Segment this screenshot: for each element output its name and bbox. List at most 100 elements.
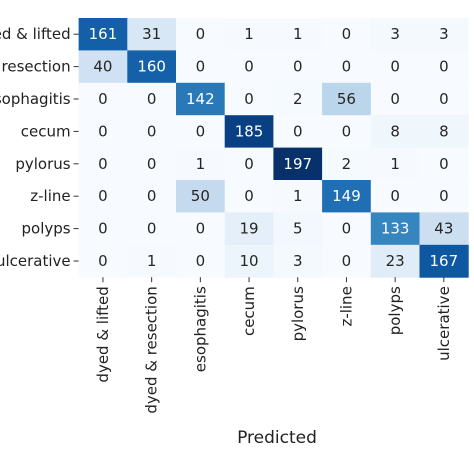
cell-label: 167 bbox=[430, 252, 459, 270]
heatmap-cell bbox=[176, 18, 226, 51]
heatmap-cell bbox=[370, 50, 420, 84]
heatmap-cell bbox=[273, 212, 323, 246]
heatmap-cell bbox=[370, 180, 420, 213]
heatmap-cell bbox=[127, 212, 177, 246]
cell-label: 0 bbox=[244, 58, 254, 76]
heatmap-cell bbox=[273, 82, 323, 116]
heatmap-cell bbox=[176, 147, 226, 181]
cell-label: 0 bbox=[293, 122, 303, 140]
heatmap-cell bbox=[224, 18, 274, 51]
heatmap-cell bbox=[273, 115, 323, 149]
cell-label: 0 bbox=[390, 58, 400, 76]
cell-label: 0 bbox=[390, 187, 400, 205]
cell-label: 43 bbox=[434, 220, 453, 238]
x-tick-label: esophagitis bbox=[191, 286, 209, 372]
heatmap-cell bbox=[322, 82, 372, 116]
cell-label: 0 bbox=[147, 155, 157, 173]
cell-label: 1 bbox=[147, 252, 157, 270]
x-tick-label: cecum bbox=[240, 286, 258, 336]
cell-label: 0 bbox=[147, 90, 157, 108]
cell-label: 0 bbox=[244, 90, 254, 108]
cell-label: 161 bbox=[89, 25, 118, 43]
cell-label: 0 bbox=[439, 90, 449, 108]
y-tick-label: polyps bbox=[22, 220, 71, 238]
cell-label: 23 bbox=[386, 252, 405, 270]
cell-label: 56 bbox=[337, 90, 356, 108]
heatmap-cell bbox=[78, 180, 128, 213]
cell-label: 133 bbox=[381, 220, 410, 238]
heatmap-cell bbox=[78, 147, 128, 181]
heatmap-cell bbox=[322, 244, 372, 278]
cell-label: 8 bbox=[390, 122, 400, 140]
cell-label: 2 bbox=[293, 90, 303, 108]
heatmap-cell bbox=[127, 18, 177, 51]
heatmap-cell bbox=[78, 115, 128, 149]
y-tick-label: z-line bbox=[30, 187, 70, 205]
cell-label: 0 bbox=[293, 58, 303, 76]
cell-label: 50 bbox=[191, 187, 210, 205]
cell-label: 185 bbox=[235, 122, 264, 140]
heatmap-cell bbox=[419, 18, 469, 51]
cell-label: 1 bbox=[196, 155, 206, 173]
heatmap-cell bbox=[273, 50, 323, 84]
cell-label: 0 bbox=[98, 122, 108, 140]
cell-label: 0 bbox=[98, 90, 108, 108]
heatmap-cell bbox=[322, 115, 372, 149]
cell-label: 1 bbox=[390, 155, 400, 173]
y-tick-label: esophagitis bbox=[0, 90, 71, 108]
heatmap-cell bbox=[224, 82, 274, 116]
heatmap-cell bbox=[322, 18, 372, 51]
cell-label: 0 bbox=[147, 122, 157, 140]
cell-label: 0 bbox=[98, 220, 108, 238]
cell-label: 1 bbox=[244, 25, 254, 43]
heatmap-cell bbox=[127, 180, 177, 213]
cell-label: 0 bbox=[98, 187, 108, 205]
cell-label: 160 bbox=[137, 58, 166, 76]
x-tick-label: polyps bbox=[386, 286, 404, 335]
cell-label: 142 bbox=[186, 90, 215, 108]
cell-label: 0 bbox=[342, 25, 352, 43]
y-tick-label: dyed & resection bbox=[0, 58, 71, 76]
cell-label: 19 bbox=[240, 220, 259, 238]
cell-label: 0 bbox=[196, 122, 206, 140]
y-tick-label: dyed & lifted bbox=[0, 25, 71, 43]
cell-label: 0 bbox=[342, 122, 352, 140]
cell-label: 3 bbox=[439, 25, 449, 43]
cell-label: 31 bbox=[142, 25, 161, 43]
heatmap-cell bbox=[176, 180, 226, 213]
x-tick-label: dyed & resection bbox=[143, 286, 161, 413]
heatmap-cell bbox=[322, 50, 372, 84]
cell-label: 8 bbox=[439, 122, 449, 140]
x-tick-label: ulcerative bbox=[435, 286, 453, 361]
heatmap-cell bbox=[78, 212, 128, 246]
cell-label: 1 bbox=[293, 25, 303, 43]
cell-label: 1 bbox=[293, 187, 303, 205]
heatmap-cell bbox=[176, 115, 226, 149]
heatmap-cell bbox=[370, 212, 420, 246]
cell-label: 0 bbox=[342, 220, 352, 238]
heatmap-cell bbox=[224, 115, 274, 149]
cell-label: 0 bbox=[342, 58, 352, 76]
y-tick-label: cecum bbox=[21, 122, 71, 140]
heatmap-cell bbox=[273, 244, 323, 278]
heatmap-cell bbox=[127, 82, 177, 116]
cell-label: 0 bbox=[196, 220, 206, 238]
heatmap-cell bbox=[322, 147, 372, 181]
heatmap-cell bbox=[419, 50, 469, 84]
heatmap-cell bbox=[127, 115, 177, 149]
heatmap-cell bbox=[419, 180, 469, 213]
cell-label: 3 bbox=[390, 25, 400, 43]
heatmap-cell bbox=[224, 50, 274, 84]
heatmap-cell bbox=[370, 147, 420, 181]
cell-label: 2 bbox=[342, 155, 352, 173]
heatmap-cell bbox=[176, 212, 226, 246]
cell-label: 0 bbox=[196, 25, 206, 43]
x-tick-label: pylorus bbox=[289, 286, 307, 341]
heatmap-cell bbox=[127, 244, 177, 278]
cell-label: 0 bbox=[342, 252, 352, 270]
heatmap-cell bbox=[224, 147, 274, 181]
heatmap-cell bbox=[176, 244, 226, 278]
cell-label: 0 bbox=[98, 155, 108, 173]
cell-label: 0 bbox=[244, 187, 254, 205]
cell-label: 0 bbox=[244, 155, 254, 173]
